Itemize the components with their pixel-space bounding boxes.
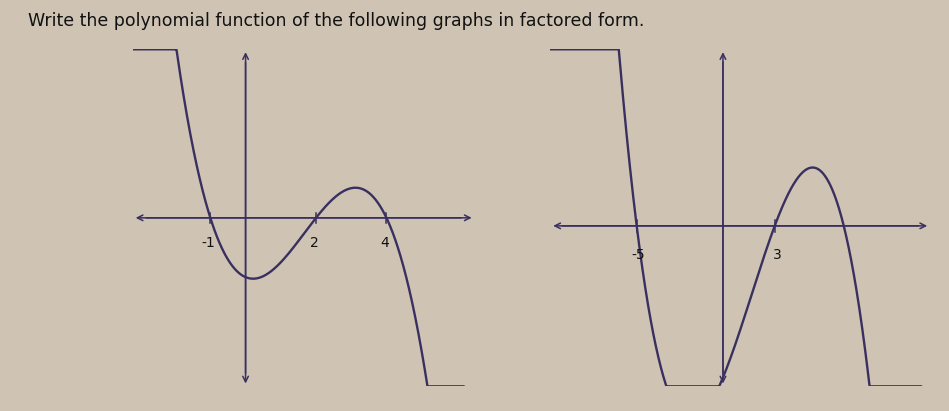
Text: -5: -5 [632, 248, 645, 262]
Text: Write the polynomial function of the following graphs in factored form.: Write the polynomial function of the fol… [28, 12, 644, 30]
Text: 2: 2 [310, 236, 319, 250]
Text: 3: 3 [772, 248, 782, 262]
Text: 4: 4 [381, 236, 389, 250]
Text: -1: -1 [202, 236, 215, 250]
